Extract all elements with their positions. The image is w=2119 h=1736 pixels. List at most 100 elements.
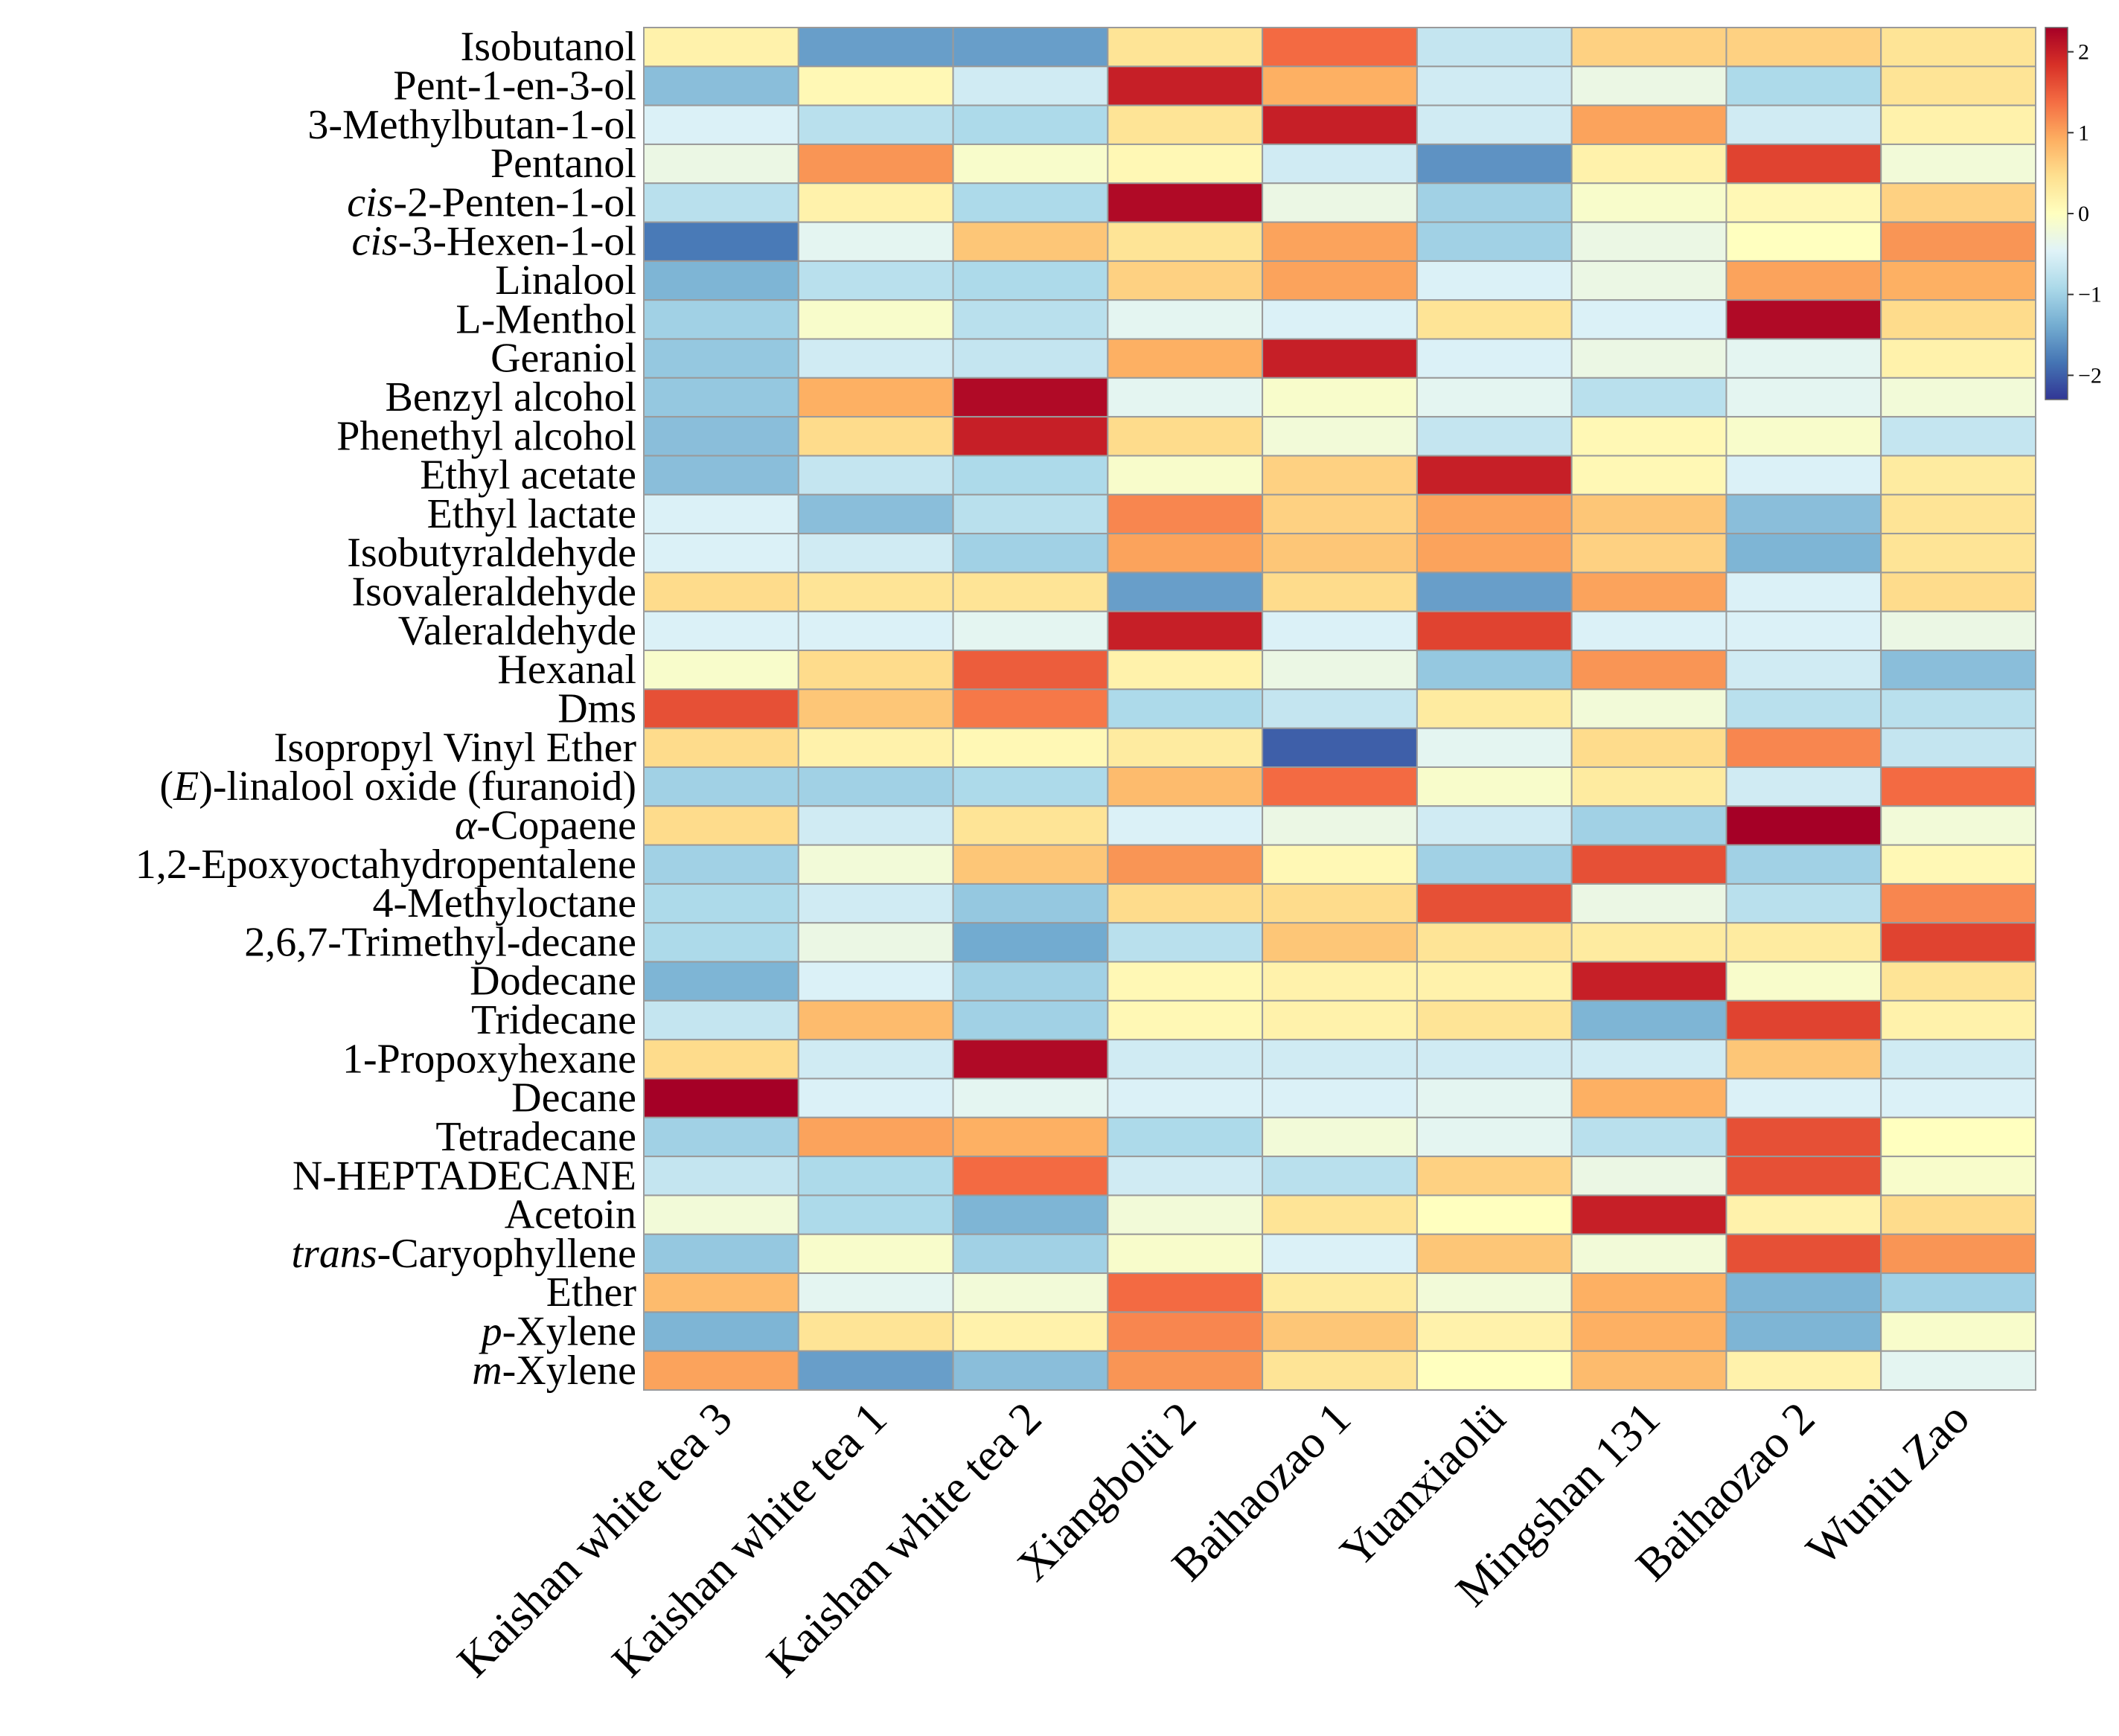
heatmap-cell bbox=[1570, 727, 1728, 768]
heatmap-cell bbox=[1570, 416, 1728, 457]
row-label: Valeraldehyde bbox=[398, 608, 636, 654]
heatmap-cell bbox=[1725, 610, 1882, 652]
heatmap-cell bbox=[1725, 377, 1882, 418]
heatmap-cell bbox=[1570, 922, 1728, 963]
heatmap-cell bbox=[1107, 883, 1264, 924]
heatmap-cell bbox=[952, 104, 1109, 145]
row-label: m-Xylene bbox=[472, 1348, 636, 1394]
heatmap-cell bbox=[1107, 1156, 1264, 1197]
heatmap-cell bbox=[1570, 1077, 1728, 1118]
row-label: 1-Propoxyhexane bbox=[342, 1036, 636, 1082]
heatmap-cell bbox=[1880, 1039, 2036, 1080]
heatmap-cell bbox=[1880, 493, 2036, 535]
heatmap-cell bbox=[1880, 999, 2036, 1041]
heatmap-cell bbox=[952, 455, 1109, 496]
heatmap-cell bbox=[797, 610, 954, 652]
heatmap-cell bbox=[1880, 416, 2036, 457]
heatmap-cell bbox=[1107, 766, 1264, 807]
heatmap-cell bbox=[797, 104, 954, 145]
heatmap-cell bbox=[1262, 182, 1418, 223]
heatmap-cell bbox=[1107, 182, 1264, 223]
colorbar-tick-label: 2 bbox=[2078, 40, 2089, 65]
row-label: Pent-1-en-3-ol bbox=[393, 63, 636, 109]
column-label: Kaishan white tea 1 bbox=[603, 1393, 897, 1687]
heatmap-cell bbox=[1725, 221, 1882, 262]
heatmap-cell bbox=[797, 493, 954, 535]
heatmap-cell bbox=[1416, 182, 1573, 223]
heatmap-cell bbox=[1570, 104, 1728, 145]
heatmap-cell bbox=[1262, 727, 1418, 768]
heatmap-cell bbox=[952, 727, 1109, 768]
colorbar-tick-label: 0 bbox=[2078, 202, 2089, 226]
heatmap-cell bbox=[1725, 1311, 1882, 1352]
row-label: Linalool bbox=[495, 257, 636, 304]
heatmap-cell bbox=[1262, 1233, 1418, 1275]
heatmap-cell bbox=[1880, 961, 2036, 1002]
heatmap-cell bbox=[1725, 1233, 1882, 1275]
row-label: Decane bbox=[511, 1075, 636, 1121]
heatmap-cell bbox=[1725, 416, 1882, 457]
heatmap-cell bbox=[797, 377, 954, 418]
heatmap-cell bbox=[1725, 493, 1882, 535]
heatmap-cell bbox=[1725, 143, 1882, 185]
heatmap-cell bbox=[1570, 961, 1728, 1002]
heatmap-cell bbox=[643, 1077, 799, 1118]
heatmap-cell bbox=[1725, 299, 1882, 340]
heatmap-cell bbox=[1570, 1272, 1728, 1313]
heatmap-cell bbox=[1570, 377, 1728, 418]
row-label: cis-2-Penten-1-ol bbox=[347, 179, 636, 225]
heatmap-cell bbox=[1880, 1233, 2036, 1275]
heatmap-cell bbox=[1880, 1272, 2036, 1313]
heatmap-cell bbox=[1570, 65, 1728, 106]
heatmap-cell bbox=[1725, 999, 1882, 1041]
heatmap-cell bbox=[1725, 533, 1882, 574]
heatmap-cell bbox=[1416, 1077, 1573, 1118]
heatmap-cell bbox=[1416, 844, 1573, 885]
heatmap-cell bbox=[952, 27, 1109, 68]
heatmap-cell bbox=[1416, 65, 1573, 106]
heatmap-cell bbox=[797, 299, 954, 340]
heatmap-cell bbox=[797, 650, 954, 691]
heatmap-cell bbox=[1107, 221, 1264, 262]
heatmap-cell bbox=[1570, 610, 1728, 652]
heatmap-cell bbox=[1262, 999, 1418, 1041]
heatmap-cell bbox=[1262, 260, 1418, 301]
heatmap-cell bbox=[1570, 650, 1728, 691]
heatmap-cell bbox=[1725, 338, 1882, 379]
heatmap-cell bbox=[1880, 688, 2036, 729]
heatmap-cell bbox=[1107, 338, 1264, 379]
heatmap-cell bbox=[1725, 1194, 1882, 1235]
heatmap-cell bbox=[1880, 571, 2036, 612]
row-label: Phenethyl alcohol bbox=[336, 413, 636, 459]
heatmap-cell bbox=[797, 922, 954, 963]
heatmap-cell bbox=[1725, 805, 1882, 846]
heatmap-cell bbox=[1570, 688, 1728, 729]
heatmap-cell bbox=[1416, 961, 1573, 1002]
heatmap-cell bbox=[1880, 1311, 2036, 1352]
heatmap-cell bbox=[643, 1272, 799, 1313]
heatmap-cell bbox=[1570, 766, 1728, 807]
heatmap-cell bbox=[1725, 571, 1882, 612]
row-label: (E)-linalool oxide (furanoid) bbox=[159, 763, 636, 810]
heatmap-cell bbox=[952, 221, 1109, 262]
heatmap-cell bbox=[1725, 922, 1882, 963]
heatmap-cell bbox=[797, 961, 954, 1002]
heatmap-cell bbox=[643, 1311, 799, 1352]
heatmap-cell bbox=[643, 1039, 799, 1080]
row-label: Isobutanol bbox=[461, 24, 636, 70]
heatmap-cell bbox=[643, 104, 799, 145]
row-label: Tridecane bbox=[471, 997, 636, 1043]
heatmap-cell bbox=[952, 493, 1109, 535]
heatmap-cell bbox=[797, 805, 954, 846]
heatmap-cell bbox=[1107, 1077, 1264, 1118]
heatmap-cell bbox=[643, 143, 799, 185]
heatmap-cell bbox=[1880, 805, 2036, 846]
heatmap-cell bbox=[643, 961, 799, 1002]
heatmap-cell bbox=[1262, 1194, 1418, 1235]
heatmap-cell bbox=[643, 65, 799, 106]
heatmap-cell bbox=[1725, 961, 1882, 1002]
row-label: Pentanol bbox=[490, 141, 636, 187]
heatmap-cell bbox=[1880, 299, 2036, 340]
row-label: Isovaleraldehyde bbox=[352, 569, 636, 615]
